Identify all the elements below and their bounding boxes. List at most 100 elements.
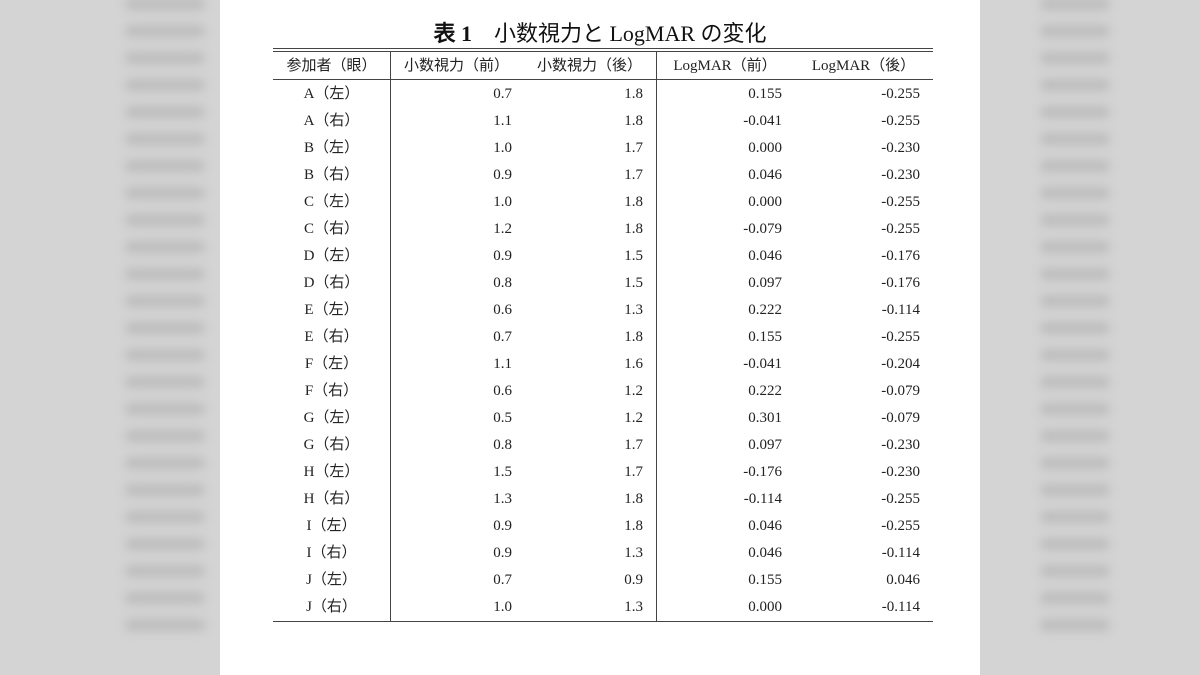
column-divider bbox=[656, 52, 657, 621]
value-cell: 0.046 bbox=[748, 545, 782, 561]
blurred-text-streak bbox=[125, 52, 205, 64]
participant-cell: D（右） bbox=[303, 275, 360, 291]
blurred-text-streak bbox=[1040, 295, 1110, 307]
blurred-text-streak bbox=[125, 457, 205, 469]
value-cell: 0.222 bbox=[748, 302, 782, 318]
participant-cell: H（左） bbox=[303, 464, 360, 480]
value-cell: 1.1 bbox=[493, 113, 512, 129]
participant-cell: B（右） bbox=[303, 167, 359, 183]
value-cell: 1.2 bbox=[624, 383, 643, 399]
blurred-text-streak bbox=[1040, 565, 1110, 577]
table-row: A（左） 0.7 1.8 0.155 -0.255 bbox=[273, 81, 933, 108]
value-cell: 1.8 bbox=[624, 221, 643, 237]
participant-cell: B（左） bbox=[303, 140, 359, 156]
value-cell: 0.7 bbox=[493, 86, 512, 102]
bottom-rule bbox=[273, 621, 933, 622]
blurred-text-streak bbox=[1040, 484, 1110, 496]
participant-cell: J（左） bbox=[306, 572, 357, 588]
blurred-text-streak bbox=[1040, 160, 1110, 172]
blurred-text-streak bbox=[1040, 376, 1110, 388]
blurred-text-streak bbox=[1040, 106, 1110, 118]
blurred-text-streak bbox=[1040, 241, 1110, 253]
blurred-text-streak bbox=[1040, 214, 1110, 226]
participant-cell: A（右） bbox=[303, 113, 360, 129]
blurred-text-streak bbox=[125, 133, 205, 145]
value-cell: 0.046 bbox=[886, 572, 920, 588]
value-cell: 0.155 bbox=[748, 329, 782, 345]
value-cell: 0.9 bbox=[493, 248, 512, 264]
value-cell: -0.176 bbox=[881, 248, 920, 264]
table-row: A（右） 1.1 1.8 -0.041 -0.255 bbox=[273, 108, 933, 135]
header-row: 参加者（眼） 小数視力（前） 小数視力（後） LogMAR（前） LogMAR（… bbox=[273, 53, 933, 80]
blurred-text-streak bbox=[125, 403, 205, 415]
blurred-text-streak bbox=[125, 349, 205, 361]
blurred-text-streak bbox=[125, 484, 205, 496]
value-cell: 1.3 bbox=[624, 599, 643, 615]
blurred-text-streak bbox=[125, 511, 205, 523]
value-cell: -0.255 bbox=[881, 329, 920, 345]
blurred-text-streak bbox=[1040, 133, 1110, 145]
value-cell: 0.5 bbox=[493, 410, 512, 426]
value-cell: -0.230 bbox=[881, 464, 920, 480]
value-cell: 0.7 bbox=[493, 572, 512, 588]
blurred-text-streak bbox=[125, 25, 205, 37]
value-cell: 0.9 bbox=[493, 518, 512, 534]
table-row: I（右） 0.9 1.3 0.046 -0.114 bbox=[273, 540, 933, 567]
table-row: F（左） 1.1 1.6 -0.041 -0.204 bbox=[273, 351, 933, 378]
value-cell: -0.255 bbox=[881, 491, 920, 507]
value-cell: -0.079 bbox=[881, 410, 920, 426]
participant-cell: H（右） bbox=[303, 491, 360, 507]
value-cell: 1.8 bbox=[624, 491, 643, 507]
blurred-text-streak bbox=[1040, 0, 1110, 10]
blurred-text-streak bbox=[1040, 79, 1110, 91]
participant-cell: F（右） bbox=[304, 383, 359, 399]
participant-cell: J（右） bbox=[306, 599, 357, 615]
value-cell: 0.046 bbox=[748, 518, 782, 534]
blurred-text-streak bbox=[1040, 52, 1110, 64]
blurred-text-streak bbox=[125, 241, 205, 253]
value-cell: 1.7 bbox=[624, 167, 643, 183]
value-cell: 1.6 bbox=[624, 356, 643, 372]
table-row: J（左） 0.7 0.9 0.155 0.046 bbox=[273, 567, 933, 594]
table-title: 小数視力と LogMAR の変化 bbox=[493, 21, 767, 46]
table-row: H（左） 1.5 1.7 -0.176 -0.230 bbox=[273, 459, 933, 486]
value-cell: -0.114 bbox=[881, 302, 920, 318]
participant-cell: G（左） bbox=[303, 410, 360, 426]
value-cell: 0.000 bbox=[748, 599, 782, 615]
table-row: C（左） 1.0 1.8 0.000 -0.255 bbox=[273, 189, 933, 216]
participant-cell: I（左） bbox=[306, 518, 357, 534]
document-page: 表 1 小数視力と LogMAR の変化 参加者（眼） 小数視力（前） 小数視力（… bbox=[220, 0, 980, 675]
value-cell: -0.204 bbox=[881, 356, 920, 372]
blurred-text-streak bbox=[1040, 403, 1110, 415]
value-cell: 0.046 bbox=[748, 167, 782, 183]
blurred-text-streak bbox=[125, 430, 205, 442]
participant-cell: E（右） bbox=[304, 329, 359, 345]
value-cell: -0.114 bbox=[881, 599, 920, 615]
value-cell: 1.0 bbox=[493, 140, 512, 156]
value-cell: -0.079 bbox=[743, 221, 782, 237]
value-cell: 0.9 bbox=[493, 167, 512, 183]
table-row: E（左） 0.6 1.3 0.222 -0.114 bbox=[273, 297, 933, 324]
participant-cell: D（左） bbox=[303, 248, 360, 264]
table-row: C（右） 1.2 1.8 -0.079 -0.255 bbox=[273, 216, 933, 243]
value-cell: 0.000 bbox=[748, 194, 782, 210]
value-cell: -0.176 bbox=[881, 275, 920, 291]
table-row: J（右） 1.0 1.3 0.000 -0.114 bbox=[273, 594, 933, 621]
blurred-text-streak bbox=[1040, 457, 1110, 469]
table-row: D（左） 0.9 1.5 0.046 -0.176 bbox=[273, 243, 933, 270]
value-cell: 1.3 bbox=[624, 302, 643, 318]
participant-cell: A（左） bbox=[303, 86, 360, 102]
header-cell: LogMAR（前） bbox=[673, 58, 777, 74]
blurred-text-streak bbox=[125, 592, 205, 604]
participant-cell: F（左） bbox=[304, 356, 359, 372]
participant-cell: C（左） bbox=[303, 194, 359, 210]
value-cell: 0.6 bbox=[493, 302, 512, 318]
value-cell: 0.9 bbox=[624, 572, 643, 588]
header-cell: LogMAR（後） bbox=[811, 58, 916, 74]
header-rule bbox=[273, 79, 933, 80]
blurred-text-streak bbox=[125, 79, 205, 91]
value-cell: 0.097 bbox=[748, 275, 782, 291]
value-cell: 1.8 bbox=[624, 86, 643, 102]
value-cell: -0.255 bbox=[881, 113, 920, 129]
value-cell: 0.155 bbox=[748, 572, 782, 588]
